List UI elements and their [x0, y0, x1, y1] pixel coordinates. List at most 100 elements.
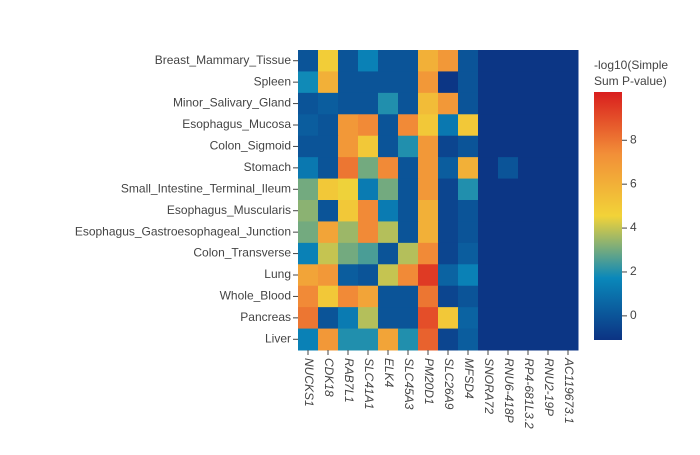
heatmap-cell — [558, 135, 579, 158]
heatmap-cell — [378, 157, 399, 180]
heatmap-cell — [358, 242, 379, 265]
heatmap-cell — [558, 200, 579, 222]
heatmap-cell — [458, 135, 479, 158]
heatmap-cell — [518, 307, 539, 330]
y-tick-label: Minor_Salivary_Gland — [173, 96, 291, 110]
heatmap-cell — [298, 92, 319, 115]
heatmap-cell — [338, 135, 359, 158]
heatmap-cell — [458, 307, 479, 330]
heatmap-cell — [538, 221, 559, 244]
heatmap-cell — [298, 178, 319, 201]
heatmap-cell — [398, 307, 419, 330]
heatmap-cell — [478, 285, 499, 308]
heatmap-cell — [478, 221, 499, 244]
heatmap-cell — [378, 285, 399, 308]
heatmap-cell — [538, 135, 559, 158]
heatmap-cell — [458, 178, 479, 201]
x-tick-label: SLC26A9 — [442, 358, 456, 410]
x-tick-label: NUCKS1 — [302, 358, 316, 407]
heatmap-cell — [538, 92, 559, 115]
heatmap-cell — [398, 328, 419, 351]
heatmap-cell — [358, 50, 379, 72]
heatmap-cell — [498, 307, 519, 330]
heatmap-cell — [498, 114, 519, 137]
heatmap-cell — [338, 307, 359, 330]
heatmap-cell — [378, 92, 399, 115]
heatmap-cell — [378, 71, 399, 94]
heatmap-cell — [478, 157, 499, 180]
heatmap-cell — [338, 328, 359, 351]
colorbar-tick-label: 0 — [630, 308, 637, 322]
y-tick-label: Esophagus_Muscularis — [167, 203, 291, 217]
heatmap-cell — [498, 264, 519, 287]
y-tick-label: Breast_Mammary_Tissue — [155, 53, 292, 67]
heatmap-cell — [378, 242, 399, 265]
heatmap-cell — [398, 157, 419, 180]
heatmap-cell — [558, 178, 579, 201]
heatmap-cell — [298, 71, 319, 94]
heatmap-cell — [458, 114, 479, 137]
heatmap-cell — [358, 221, 379, 244]
colorbar-tick-label: 6 — [630, 176, 637, 190]
heatmap-cell — [558, 264, 579, 287]
heatmap-cell — [418, 135, 439, 158]
heatmap-cell — [538, 178, 559, 201]
y-tick-label: Colon_Sigmoid — [210, 139, 291, 153]
heatmap-cell — [318, 135, 339, 158]
heatmap-cell — [558, 307, 579, 330]
heatmap-cell — [478, 178, 499, 201]
x-tick-label: MFSD4 — [462, 358, 476, 399]
heatmap-cell — [298, 307, 319, 330]
y-tick-label: Esophagus_Mucosa — [182, 117, 291, 131]
heatmap-cell — [318, 157, 339, 180]
heatmap-cell — [318, 264, 339, 287]
heatmap-cell — [458, 50, 479, 72]
heatmap-cell — [338, 264, 359, 287]
heatmap-cell — [518, 328, 539, 351]
heatmap-cell — [438, 92, 459, 115]
heatmap-cell — [418, 92, 439, 115]
heatmap-cell — [358, 178, 379, 201]
heatmap-cell — [518, 114, 539, 137]
y-tick-label: Lung — [264, 267, 291, 281]
colorbar — [594, 92, 622, 340]
heatmap-cell — [518, 264, 539, 287]
heatmap-cell — [478, 135, 499, 158]
heatmap-cell — [558, 242, 579, 265]
heatmap-cell — [438, 178, 459, 201]
heatmap-cell — [458, 157, 479, 180]
heatmap-cell — [338, 242, 359, 265]
heatmap-cell — [418, 328, 439, 351]
heatmap-cell — [558, 92, 579, 115]
heatmap-cell — [418, 200, 439, 222]
heatmap-cell — [478, 200, 499, 222]
y-tick-label: Liver — [265, 331, 291, 345]
heatmap-cell — [398, 71, 419, 94]
y-tick-label: Spleen — [254, 74, 291, 88]
heatmap-cell — [298, 114, 319, 137]
heatmap-cell — [338, 114, 359, 137]
heatmap-cell — [398, 285, 419, 308]
heatmap-cell — [418, 157, 439, 180]
heatmap-cell — [478, 328, 499, 351]
heatmap-cell — [318, 221, 339, 244]
x-tick-label: SLC41A1 — [362, 358, 376, 409]
heatmap-cell — [478, 242, 499, 265]
heatmap-cell — [338, 178, 359, 201]
heatmap-cell — [498, 285, 519, 308]
heatmap-cell — [538, 285, 559, 308]
heatmap-cell — [318, 242, 339, 265]
heatmap-cell — [478, 50, 499, 72]
heatmap-cell — [558, 328, 579, 351]
heatmap-cell — [558, 71, 579, 94]
heatmap-cell — [378, 221, 399, 244]
colorbar-tick-label: 4 — [630, 220, 637, 234]
heatmap-cell — [458, 242, 479, 265]
heatmap-cell — [438, 264, 459, 287]
heatmap-cell — [398, 200, 419, 222]
heatmap-cell — [298, 242, 319, 265]
heatmap-cell — [538, 328, 559, 351]
heatmap-cell — [298, 264, 319, 287]
heatmap-cell — [358, 157, 379, 180]
x-tick-label: RP4-681L3.2 — [522, 358, 536, 429]
